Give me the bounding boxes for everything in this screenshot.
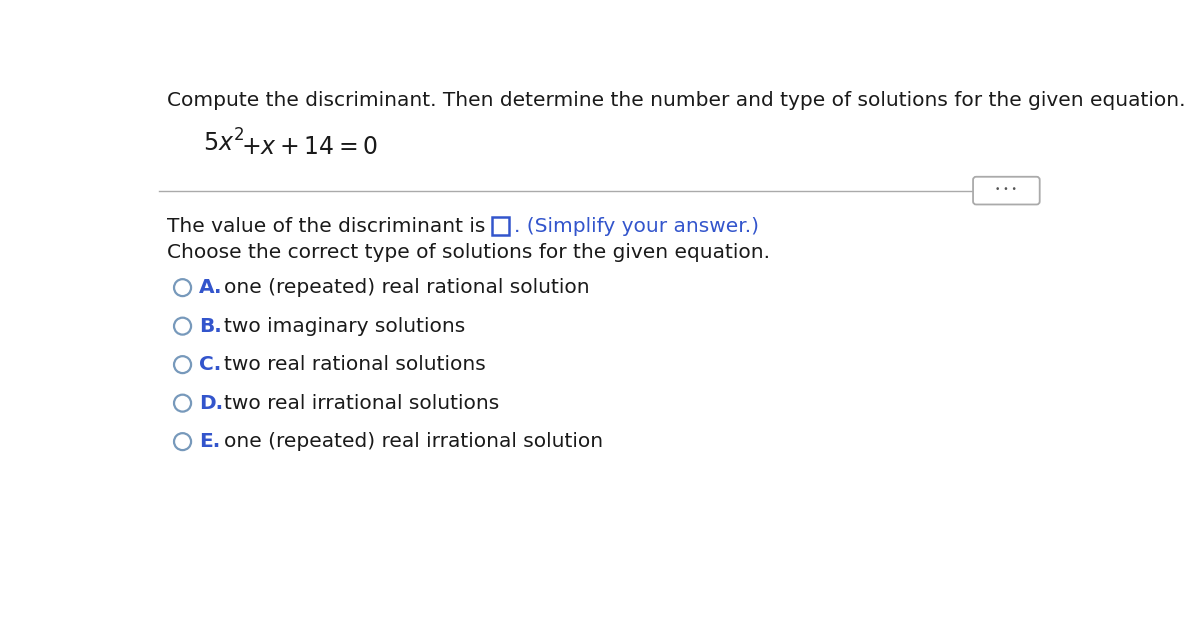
FancyBboxPatch shape: [973, 177, 1039, 205]
Text: A.: A.: [199, 278, 222, 297]
Text: B.: B.: [199, 317, 222, 336]
Text: two imaginary solutions: two imaginary solutions: [224, 317, 466, 336]
Text: one (repeated) real irrational solution: one (repeated) real irrational solution: [224, 432, 604, 451]
Text: C.: C.: [199, 355, 221, 374]
FancyBboxPatch shape: [492, 217, 509, 235]
Text: D.: D.: [199, 394, 223, 413]
Text: Choose the correct type of solutions for the given equation.: Choose the correct type of solutions for…: [167, 244, 770, 262]
Text: • • •: • • •: [996, 185, 1018, 194]
Circle shape: [174, 279, 191, 296]
Text: two real irrational solutions: two real irrational solutions: [224, 394, 499, 413]
Text: one (repeated) real rational solution: one (repeated) real rational solution: [224, 278, 590, 297]
Text: $5x^2$: $5x^2$: [203, 130, 244, 157]
Text: two real rational solutions: two real rational solutions: [224, 355, 486, 374]
Text: Compute the discriminant. Then determine the number and type of solutions for th: Compute the discriminant. Then determine…: [167, 91, 1186, 110]
Circle shape: [174, 356, 191, 373]
Circle shape: [174, 433, 191, 450]
Text: . (Simplify your answer.): . (Simplify your answer.): [514, 217, 758, 235]
Text: The value of the discriminant is: The value of the discriminant is: [167, 217, 492, 235]
Text: $ + x + 14 = 0$: $ + x + 14 = 0$: [241, 135, 379, 159]
Circle shape: [174, 317, 191, 335]
Text: E.: E.: [199, 432, 220, 451]
Circle shape: [174, 394, 191, 412]
